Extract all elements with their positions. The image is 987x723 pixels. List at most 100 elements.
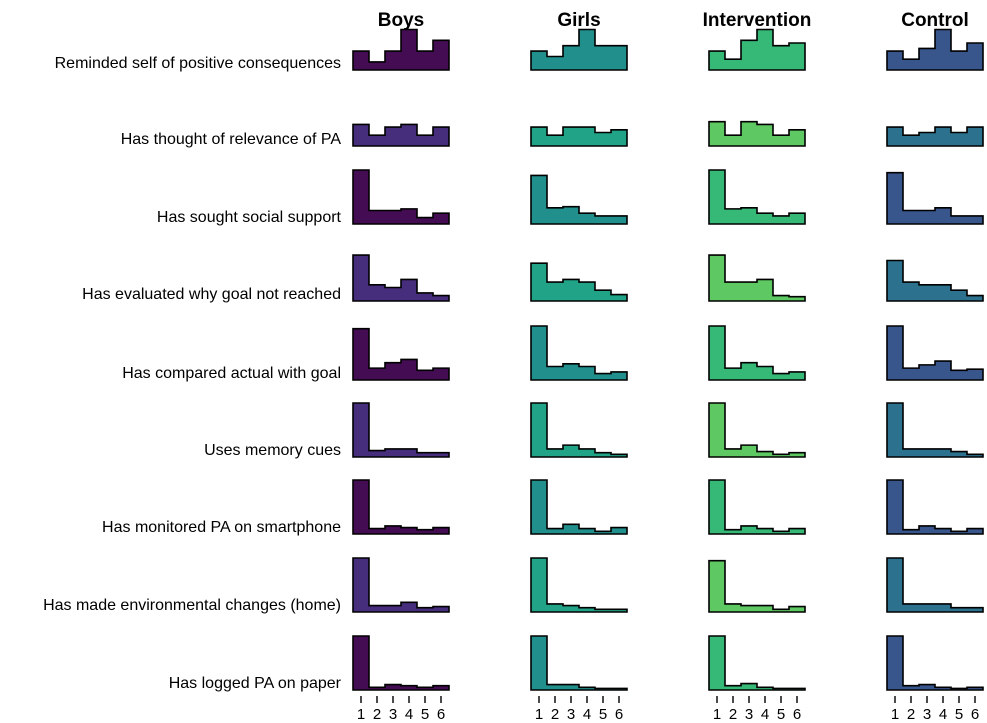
histogram-bar [903, 603, 920, 612]
x-tick-label: 3 [389, 706, 397, 723]
histogram-bar [401, 602, 418, 612]
histogram-bar [709, 51, 726, 70]
histogram-bar [433, 368, 450, 380]
histogram-outline [352, 479, 450, 535]
x-tick-label: 1 [713, 706, 721, 723]
histogram-bar [887, 51, 904, 70]
histogram-bar [611, 294, 628, 301]
histogram-bar [595, 215, 612, 224]
histogram-bar [433, 127, 450, 146]
histogram-bar [951, 215, 968, 224]
histogram-bar [887, 260, 904, 301]
histogram-bar [951, 370, 968, 380]
histogram-panel [352, 169, 450, 225]
histogram-bar [789, 371, 806, 380]
histogram-bar [353, 124, 370, 146]
row-label: Uses memory cues [204, 442, 341, 459]
histogram-outline [352, 327, 450, 381]
histogram-bar [887, 403, 904, 457]
histogram-bar [725, 603, 742, 612]
histogram-bar [433, 685, 450, 690]
histogram-bar [369, 450, 386, 457]
histogram-outline [530, 28, 628, 71]
histogram-outline [886, 28, 984, 71]
histogram-bar [547, 56, 564, 70]
histogram-bar [547, 282, 564, 301]
histogram-bar [789, 129, 806, 146]
histogram-bar [757, 279, 774, 301]
histogram-bar [725, 448, 742, 457]
histogram-bar [595, 688, 612, 690]
histogram-bar [725, 529, 742, 534]
histogram-panel [708, 559, 806, 613]
row-label: Has evaluated why goal not reached [82, 286, 341, 303]
histogram-panel [886, 557, 984, 613]
histogram-bar [741, 683, 758, 690]
x-tick-label: 1 [891, 706, 899, 723]
histogram-outline [352, 28, 450, 71]
histogram-bar [951, 451, 968, 457]
column-title-girls: Girls [557, 10, 600, 31]
row-label: Has thought of relevance of PA [121, 131, 342, 148]
histogram-bar [789, 43, 806, 70]
histogram-bar [563, 45, 580, 70]
histogram-bar [547, 684, 564, 690]
histogram-bar [563, 206, 580, 224]
histogram-outline [708, 169, 806, 225]
histogram-bar [919, 525, 936, 534]
row-label: Has sought social support [157, 209, 342, 226]
histogram-outline [530, 174, 628, 225]
histogram-bar [401, 279, 418, 301]
histogram-bar [417, 51, 434, 70]
histogram-outline [352, 123, 450, 147]
histogram-bar [935, 361, 952, 380]
histogram-panel [530, 126, 628, 147]
histogram-bar [725, 208, 742, 224]
histogram-outline [886, 171, 984, 225]
histogram-bar [741, 40, 758, 70]
histogram-panel [352, 557, 450, 613]
x-tick-label: 3 [923, 706, 931, 723]
histogram-bar [951, 51, 968, 70]
histogram-bar [757, 29, 774, 70]
histogram-bar [531, 326, 548, 380]
histogram-bar [741, 525, 758, 534]
histogram-bar [887, 480, 904, 534]
histogram-bar [579, 687, 596, 690]
histogram-bar [417, 292, 434, 301]
histogram-bar [967, 607, 984, 612]
histogram-bar [401, 448, 418, 457]
histogram-bar [709, 121, 726, 146]
histogram-bar [887, 326, 904, 380]
histogram-outline [352, 169, 450, 225]
histogram-bar [903, 685, 920, 690]
histogram-bar [369, 284, 386, 301]
histogram-outline [352, 635, 450, 691]
histogram-panel [530, 325, 628, 381]
histogram-panel [352, 635, 450, 691]
column-title-control: Control [901, 10, 969, 31]
histogram-bar [725, 282, 742, 301]
x-tick-label: 1 [535, 706, 543, 723]
histogram-bar [611, 527, 628, 534]
histogram-outline [530, 325, 628, 381]
histogram-bar [385, 127, 402, 146]
histogram-bar [579, 366, 596, 380]
histogram-outline [530, 479, 628, 535]
column-title-intervention: Intervention [703, 10, 812, 31]
histogram-outline [886, 259, 984, 302]
histogram-panel [886, 259, 984, 302]
histogram-bar [967, 43, 984, 70]
x-tick-label: 2 [551, 706, 559, 723]
histogram-bar [579, 607, 596, 612]
histogram-bar [757, 213, 774, 224]
x-tick-label: 6 [971, 706, 979, 723]
histogram-outline [886, 635, 984, 691]
histogram-bar [757, 124, 774, 146]
histogram-bar [903, 368, 920, 380]
histogram-panel [886, 402, 984, 458]
histogram-bar [531, 403, 548, 457]
histogram-bar [417, 607, 434, 612]
histogram-bar [353, 403, 370, 457]
histogram-bar [967, 687, 984, 690]
